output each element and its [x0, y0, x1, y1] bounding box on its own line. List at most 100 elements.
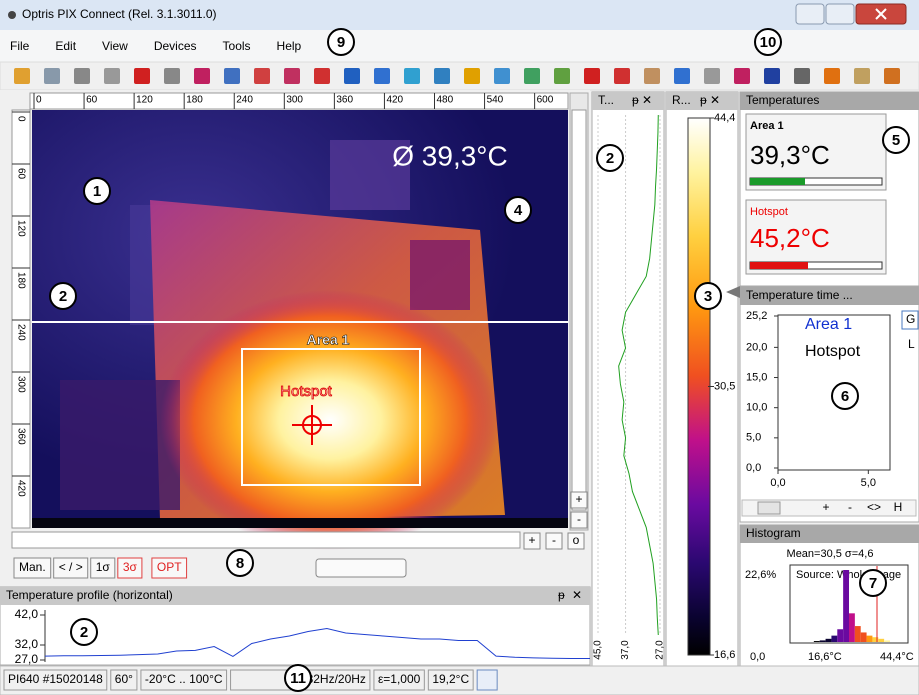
v-profile-header — [592, 92, 664, 110]
scroll-thumb[interactable] — [757, 501, 781, 515]
menu-item[interactable]: Help — [277, 39, 302, 53]
colorbar-label: 44,4 — [714, 112, 735, 124]
toolbar-button[interactable] — [194, 68, 210, 84]
button-label: Man. — [19, 560, 46, 574]
menu-item[interactable]: Devices — [154, 39, 197, 53]
toolbar-button[interactable] — [434, 68, 450, 84]
h-profile-header — [0, 587, 590, 605]
button[interactable] — [13, 557, 52, 579]
zoom-button[interactable] — [567, 532, 585, 550]
button-label: OPT — [157, 560, 182, 574]
y-tick-label: 42,0 — [15, 607, 39, 621]
hotspot-label: Hotspot — [280, 383, 333, 400]
callout-badge — [49, 282, 77, 310]
callout-number: 10 — [760, 34, 777, 51]
toolbar-button[interactable] — [584, 68, 600, 84]
toolbar-button[interactable] — [224, 68, 240, 84]
toolbar-button[interactable] — [344, 68, 360, 84]
callout-number: 2 — [606, 150, 614, 167]
hist-xmin: 16,6°C — [808, 651, 842, 663]
zoom-status[interactable] — [476, 669, 498, 691]
close-icon[interactable]: ᵽ ✕ — [700, 93, 720, 107]
side-label: G — [906, 312, 915, 326]
toolbar-button[interactable] — [164, 68, 180, 84]
zoom-button[interactable] — [570, 511, 588, 529]
toolbar-button[interactable] — [494, 68, 510, 84]
toolbar-button[interactable] — [74, 68, 90, 84]
h-scrollbar[interactable] — [741, 499, 917, 517]
menu-item[interactable]: File — [10, 39, 30, 53]
v-scroll-thumb[interactable] — [571, 109, 587, 511]
zoom-label: o — [573, 533, 580, 547]
toolbar-button[interactable] — [374, 68, 390, 84]
zoom-button[interactable] — [570, 491, 588, 509]
h-scrollbar[interactable] — [11, 531, 521, 549]
toolbar-button[interactable] — [794, 68, 810, 84]
toolbar-button[interactable] — [14, 68, 30, 84]
toolbar-button[interactable] — [674, 68, 690, 84]
button[interactable] — [117, 557, 143, 579]
menu-item[interactable]: Tools — [223, 39, 251, 53]
toolbar-button[interactable] — [554, 68, 570, 84]
ruler-label: 120 — [15, 220, 26, 237]
scroll-label[interactable]: <> — [867, 500, 881, 514]
range-slider[interactable] — [315, 558, 407, 578]
callout-number: 3 — [704, 288, 712, 305]
hist-bar — [831, 635, 838, 642]
ruler-label: 420 — [386, 95, 403, 106]
zoom-button[interactable] — [523, 532, 541, 550]
menu-item[interactable]: Edit — [55, 39, 76, 53]
button[interactable] — [53, 557, 89, 579]
callout-number: 4 — [514, 202, 523, 219]
colorbar-title: R... — [672, 93, 691, 107]
callout-badge — [70, 618, 98, 646]
scroll-label[interactable]: H — [894, 500, 903, 514]
toolbar-button[interactable] — [404, 68, 420, 84]
close-icon[interactable]: ✕ — [572, 588, 582, 602]
zoom-button[interactable] — [545, 532, 563, 550]
toolbar-button[interactable] — [134, 68, 150, 84]
ruler-label: 300 — [286, 95, 303, 106]
toolbar-button[interactable] — [884, 68, 900, 84]
hotspot-cross — [292, 405, 332, 445]
toolbar-button[interactable] — [284, 68, 300, 84]
pin-icon[interactable]: ᵽ — [558, 588, 565, 602]
y-tick-label: 32,0 — [15, 637, 39, 651]
toolbar-button[interactable] — [854, 68, 870, 84]
button[interactable] — [90, 557, 116, 579]
toolbar-button[interactable] — [614, 68, 630, 84]
toolbar-button[interactable] — [734, 68, 750, 84]
hist-bar — [849, 613, 855, 642]
area-box[interactable] — [241, 348, 421, 486]
status-frame — [110, 669, 138, 691]
toolbar-button[interactable] — [104, 68, 120, 84]
callout-number: 1 — [93, 183, 101, 200]
button[interactable] — [151, 557, 188, 579]
app-icon — [8, 11, 16, 19]
menu-item[interactable]: View — [102, 39, 128, 53]
toolbar-button[interactable] — [704, 68, 720, 84]
toolbar-button[interactable] — [314, 68, 330, 84]
side-button[interactable] — [901, 310, 919, 330]
toolbar-button[interactable] — [44, 68, 60, 84]
toolbar-button[interactable] — [644, 68, 660, 84]
toolbar-button[interactable] — [254, 68, 270, 84]
toolbar-button[interactable] — [764, 68, 780, 84]
ruler-label: 0 — [15, 116, 26, 122]
minimize-button[interactable] — [795, 3, 825, 25]
scroll-label[interactable]: + — [822, 500, 829, 514]
toolbar-button[interactable] — [464, 68, 480, 84]
close-icon[interactable]: ᵽ ✕ — [632, 93, 652, 107]
v-profile-line — [618, 114, 659, 636]
maximize-button[interactable] — [825, 3, 855, 25]
button-label: 3σ — [123, 560, 138, 574]
toolbar-button[interactable] — [824, 68, 840, 84]
callout-number: 6 — [841, 388, 849, 405]
x-tick-label: 45,0 — [593, 640, 604, 660]
status-frame — [427, 669, 474, 691]
callout-number: 5 — [892, 132, 900, 149]
x-tick-label: 27,0 — [655, 640, 666, 660]
side-label: L — [908, 337, 915, 351]
toolbar-button[interactable] — [524, 68, 540, 84]
scroll-label[interactable]: - — [848, 500, 852, 514]
